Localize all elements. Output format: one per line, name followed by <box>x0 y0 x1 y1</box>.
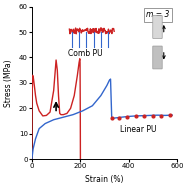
Y-axis label: Stress (MPa): Stress (MPa) <box>4 59 13 107</box>
FancyBboxPatch shape <box>153 46 162 69</box>
X-axis label: Strain (%): Strain (%) <box>85 175 124 184</box>
Text: Comb PU: Comb PU <box>68 49 102 58</box>
Text: Linear PU: Linear PU <box>120 125 157 134</box>
Text: m = 3: m = 3 <box>146 11 170 20</box>
FancyBboxPatch shape <box>153 16 162 38</box>
